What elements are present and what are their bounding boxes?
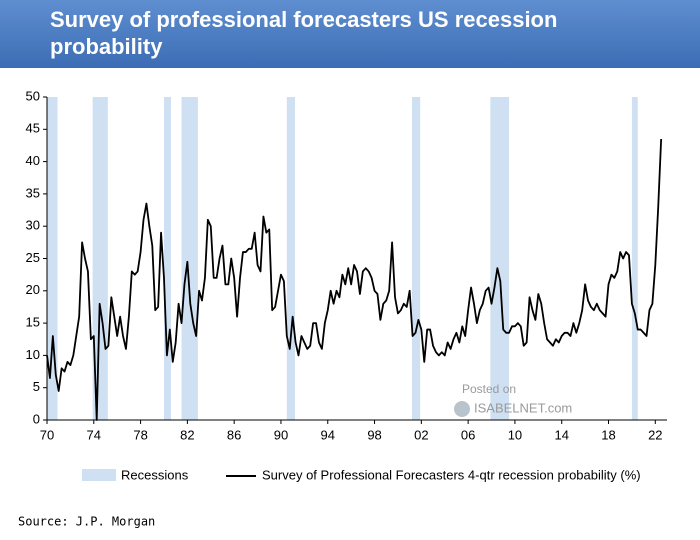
recession-band: [631, 97, 638, 420]
recession-band: [286, 97, 295, 420]
legend-swatch: [82, 469, 116, 481]
plot: 0 5 10 15 20 25 30 35 40 45 50 70 74 78 82 86 90 94 98 02 06…: [26, 88, 667, 482]
y-tick-label: 15: [26, 315, 40, 330]
recession-band: [47, 97, 58, 420]
watermark: ISABELNET.com: [474, 400, 572, 415]
series-line: [46, 138, 663, 421]
x-tick-label: 98: [367, 427, 381, 442]
y-tick-label: 25: [26, 250, 40, 265]
y-tick-label: 5: [33, 379, 40, 394]
x-tick-label: 82: [180, 427, 194, 442]
y-tick-label: 0: [33, 411, 40, 426]
x-tick-label: 70: [40, 427, 54, 442]
x-tick-label: 18: [601, 427, 615, 442]
y-tick-label: 30: [26, 218, 40, 233]
x-tick-label: 02: [414, 427, 428, 442]
chart-title: Survey of professional forecasters US re…: [50, 7, 558, 59]
y-tick-label: 40: [26, 153, 40, 168]
legend-label: Survey of Professional Forecasters 4-qtr…: [262, 467, 641, 482]
x-tick-label: 22: [648, 427, 662, 442]
y-tick-label: 45: [26, 121, 40, 136]
x-tick-label: 78: [133, 427, 147, 442]
x-tick-label: 90: [274, 427, 288, 442]
legend-label: Recessions: [121, 467, 189, 482]
watermark: Posted on: [462, 382, 516, 396]
recession-band: [163, 97, 171, 420]
title-banner: [0, 0, 700, 68]
watermark-logo: [454, 401, 470, 417]
x-tick-label: 86: [227, 427, 241, 442]
y-tick-label: 10: [26, 347, 40, 362]
x-tick-label: 94: [321, 427, 335, 442]
x-tick-label: 10: [508, 427, 522, 442]
x-tick-label: 06: [461, 427, 475, 442]
x-tick-label: 74: [87, 427, 101, 442]
recession-band: [411, 97, 421, 420]
recession-band: [490, 97, 510, 420]
y-tick-label: 20: [26, 282, 40, 297]
y-tick-label: 50: [26, 88, 40, 103]
source: Source: J.P. Morgan: [18, 515, 155, 529]
recession-band: [181, 97, 198, 420]
y-tick-label: 35: [26, 185, 40, 200]
x-tick-label: 14: [554, 427, 568, 442]
